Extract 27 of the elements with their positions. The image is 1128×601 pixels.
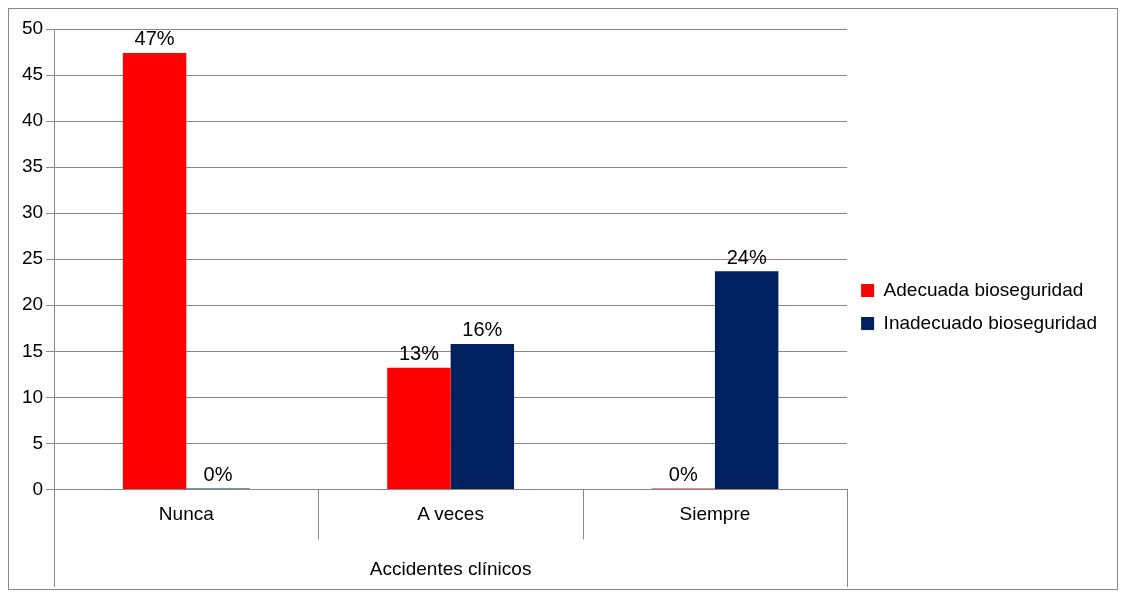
y-tick-label: 20 <box>21 293 44 315</box>
bar <box>122 52 187 489</box>
legend-label: Inadecuado bioseguridad <box>883 311 1098 333</box>
y-tick-label: 25 <box>21 247 44 269</box>
data-label: 16% <box>462 318 503 341</box>
y-tick-label: 15 <box>21 339 44 361</box>
y-tick-label: 5 <box>32 431 44 453</box>
y-tick-label: 0 <box>32 477 44 499</box>
bar <box>387 367 451 489</box>
y-tick-label: 50 <box>21 17 44 39</box>
x-tick-label: Nunca <box>158 503 215 525</box>
bar <box>450 343 515 489</box>
x-axis-title: Accidentes clínicos <box>369 557 532 579</box>
bar <box>714 271 779 489</box>
data-label: 47% <box>134 27 175 50</box>
x-tick-label: A veces <box>417 503 484 525</box>
data-label: 0% <box>203 462 233 485</box>
y-tick-label: 35 <box>21 155 44 177</box>
data-label: 24% <box>726 245 767 268</box>
y-tick-label: 45 <box>21 63 44 85</box>
data-label: 0% <box>668 462 698 485</box>
data-label: 13% <box>398 342 440 365</box>
y-tick-label: 30 <box>21 201 44 223</box>
y-tick-label: 10 <box>21 385 44 407</box>
y-tick-label: 40 <box>21 109 44 131</box>
legend-label: Adecuada bioseguridad <box>883 278 1084 300</box>
x-tick-label: Siempre <box>679 503 751 525</box>
